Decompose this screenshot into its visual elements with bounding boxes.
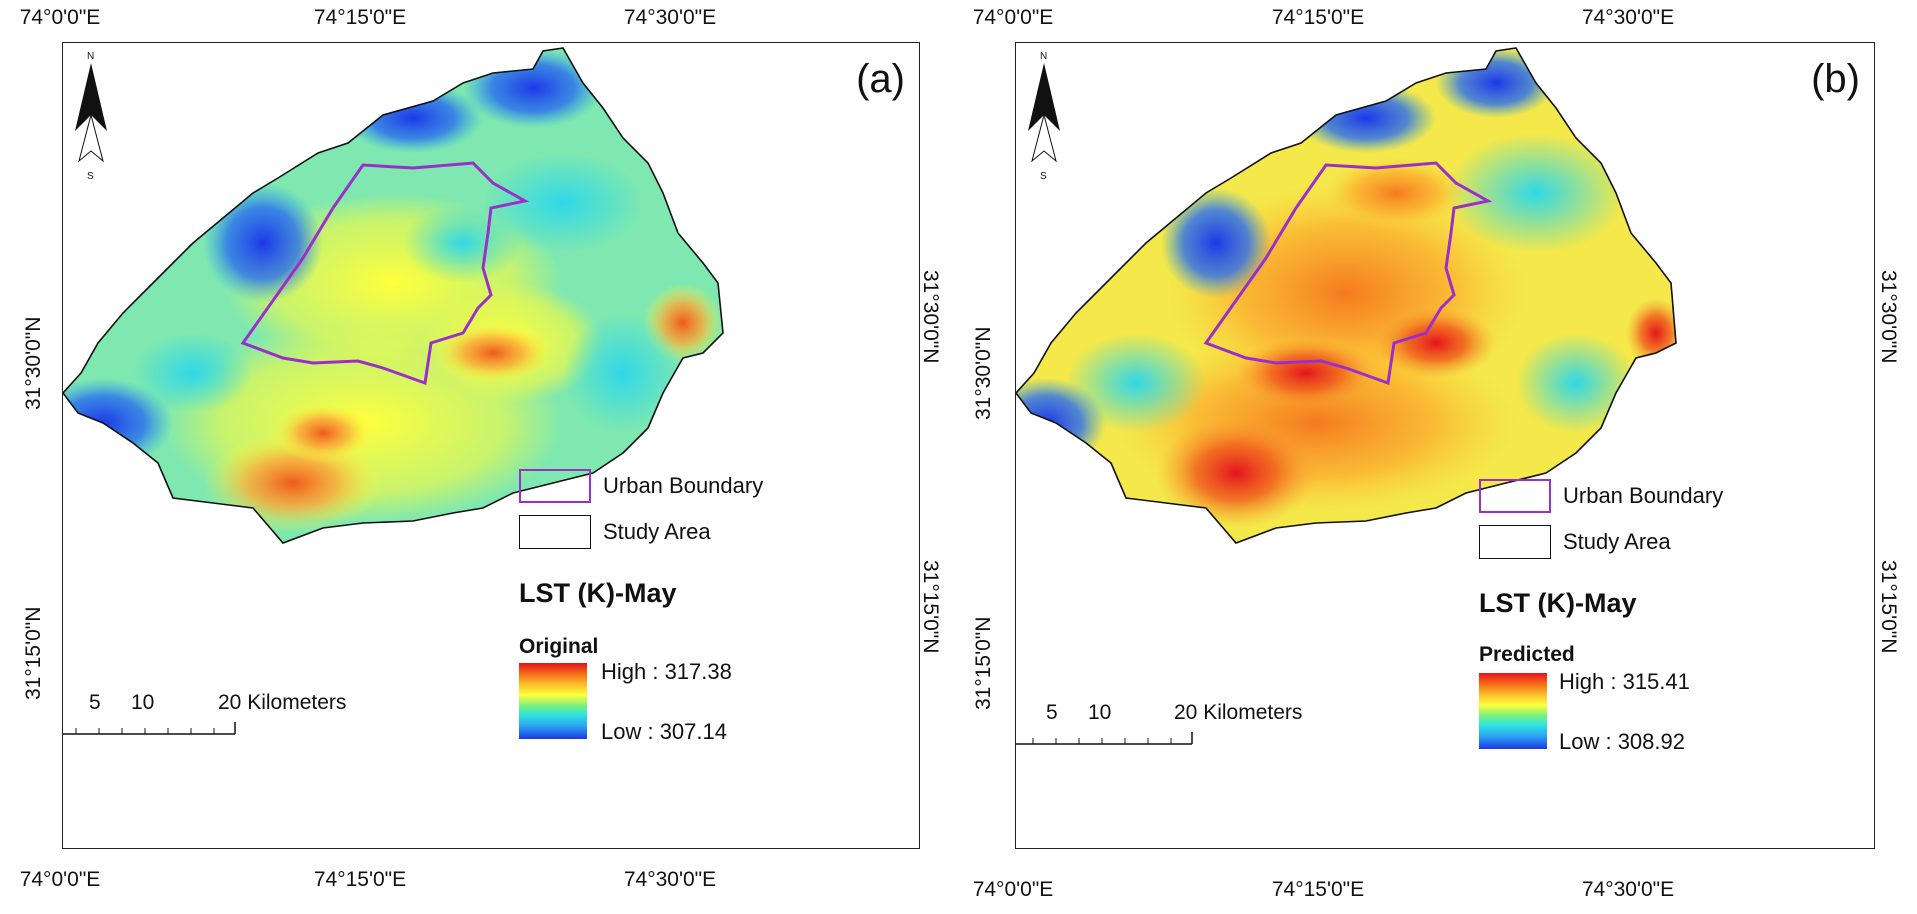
legend-urban-boundary: Urban Boundary xyxy=(519,469,763,503)
south-label: S xyxy=(1040,171,1047,182)
legend-study-area: Study Area xyxy=(1479,525,1671,559)
legend-urban-boundary: Urban Boundary xyxy=(1479,479,1723,513)
lon-label-top-0: 74°0'0"E xyxy=(972,6,1054,29)
lat-label-left-1: 31°15'0"N xyxy=(972,616,995,710)
lst-raster-a xyxy=(63,47,724,544)
scale-tick-10: 10 xyxy=(1088,701,1112,724)
urban-boundary-b xyxy=(1203,161,1493,386)
ramp-high-label: High : 315.41 xyxy=(1559,669,1690,694)
urban-boundary-swatch xyxy=(1479,479,1551,513)
lon-label-bottom-0: 74°0'0"E xyxy=(972,878,1054,901)
legend-subtitle: Predicted xyxy=(1479,643,1575,666)
lon-label-bottom-1: 74°15'0"E xyxy=(313,868,407,891)
lat-label-right-1: 31°15'0"N xyxy=(919,560,942,654)
legend-study-area: Study Area xyxy=(519,515,711,549)
map-panel-b: 74°0'0"E 74°15'0"E 74°30'0"E 74°0'0"E 74… xyxy=(958,0,1916,914)
color-ramp xyxy=(519,663,587,739)
lst-raster-b xyxy=(1016,47,1677,544)
scale-tick-5: 5 xyxy=(1046,701,1058,724)
ramp-low-label: Low : 307.14 xyxy=(601,719,727,744)
scale-bar xyxy=(1016,732,1193,745)
scale-bar xyxy=(63,722,236,735)
legend-study-label: Study Area xyxy=(603,519,711,544)
legend-urban-label: Urban Boundary xyxy=(603,473,764,498)
panel-label: (b) xyxy=(1811,57,1860,101)
lat-label-right-0: 31°30'0"N xyxy=(919,270,942,364)
ramp-low-label: Low : 308.92 xyxy=(1559,729,1685,754)
study-area-outline-b xyxy=(1016,47,1677,544)
legend-study-label: Study Area xyxy=(1563,529,1671,554)
panel-label: (a) xyxy=(856,57,905,101)
north-label: N xyxy=(1040,51,1048,62)
scale-tick-5: 5 xyxy=(89,691,101,714)
lon-label-top-1: 74°15'0"E xyxy=(313,6,407,29)
lon-label-bottom-0: 74°0'0"E xyxy=(19,868,101,891)
study-area-outline-a xyxy=(63,47,724,544)
lon-label-top-1: 74°15'0"E xyxy=(1271,6,1365,29)
north-label: N xyxy=(87,51,95,62)
map-frame-b: (b) xyxy=(1015,42,1875,849)
south-label: S xyxy=(87,171,94,182)
ramp-high-label: High : 317.38 xyxy=(601,659,732,684)
north-arrow-icon xyxy=(1028,63,1060,163)
legend-title: LST (K)-May xyxy=(519,578,677,608)
map-panel-a: 74°0'0"E 74°15'0"E 74°30'0"E 74°0'0"E 74… xyxy=(0,0,958,914)
lon-label-bottom-1: 74°15'0"E xyxy=(1271,878,1365,901)
lon-label-bottom-2: 74°30'0"E xyxy=(623,868,717,891)
lon-label-bottom-2: 74°30'0"E xyxy=(1581,878,1675,901)
scale-tick-20: 20 Kilometers xyxy=(1174,701,1303,724)
scale-tick-20: 20 Kilometers xyxy=(218,691,347,714)
color-ramp xyxy=(1479,673,1547,749)
study-area-swatch xyxy=(519,515,591,549)
lat-label-right-1: 31°15'0"N xyxy=(1877,560,1900,654)
legend-urban-label: Urban Boundary xyxy=(1563,483,1724,508)
lon-label-top-2: 74°30'0"E xyxy=(1581,6,1675,29)
lat-label-left-1: 31°15'0"N xyxy=(22,606,45,700)
lat-label-left-0: 31°30'0"N xyxy=(22,316,45,410)
lst-surface-b xyxy=(1016,48,1676,543)
urban-boundary-a xyxy=(240,161,530,386)
legend-title: LST (K)-May xyxy=(1479,588,1637,618)
scale-tick-10: 10 xyxy=(131,691,155,714)
study-area-swatch xyxy=(1479,525,1551,559)
lat-label-right-0: 31°30'0"N xyxy=(1877,270,1900,364)
lon-label-top-0: 74°0'0"E xyxy=(19,6,101,29)
north-arrow-icon xyxy=(75,63,107,163)
legend-subtitle: Original xyxy=(519,635,599,658)
map-frame-a: (a) xyxy=(62,42,920,849)
lat-label-left-0: 31°30'0"N xyxy=(972,326,995,420)
lon-label-top-2: 74°30'0"E xyxy=(623,6,717,29)
urban-boundary-swatch xyxy=(519,469,591,503)
